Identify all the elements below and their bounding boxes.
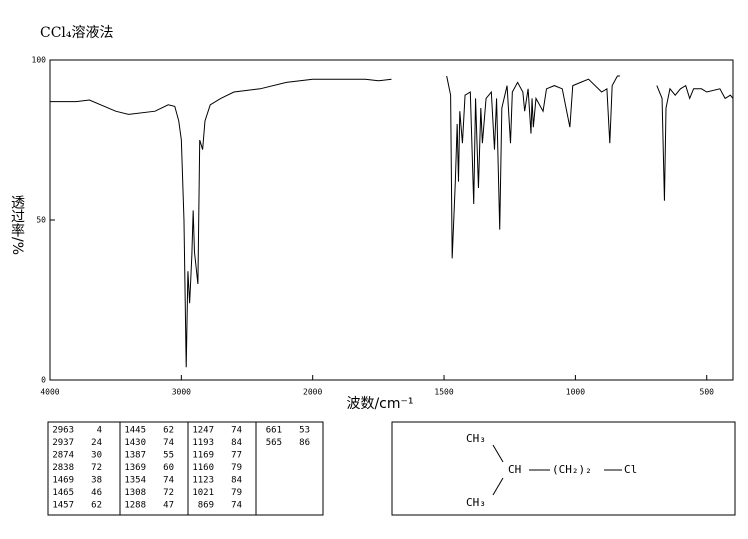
- bond: [492, 444, 504, 463]
- peak-wavenumber: 1308: [124, 488, 146, 498]
- structure-box: [391, 421, 736, 516]
- peak-transmittance: 74: [231, 426, 242, 436]
- peak-transmittance: 72: [163, 488, 174, 498]
- peak-transmittance: 55: [163, 451, 174, 461]
- peak-transmittance: 60: [163, 463, 174, 473]
- structure-label: (CH₂)₂: [552, 463, 592, 476]
- peak-wavenumber: 869: [198, 501, 214, 511]
- x-tick-label: 1500: [434, 388, 453, 397]
- peak-wavenumber: 1247: [192, 426, 214, 436]
- peak-transmittance: 53: [299, 426, 310, 436]
- peak-wavenumber: 1160: [192, 463, 214, 473]
- peak-wavenumber: 2963: [52, 426, 74, 436]
- y-axis-label: 透过率/%: [9, 195, 25, 255]
- peak-transmittance: 74: [163, 476, 174, 486]
- peak-wavenumber: 2838: [52, 463, 74, 473]
- peak-wavenumber: 1387: [124, 451, 146, 461]
- structure-label: CH₃: [466, 432, 486, 445]
- peak-wavenumber: 1369: [124, 463, 146, 473]
- peak-wavenumber: 1430: [124, 438, 146, 448]
- peak-wavenumber: 1169: [192, 451, 214, 461]
- peak-wavenumber: 661: [266, 426, 282, 436]
- peak-transmittance: 79: [231, 488, 242, 498]
- peak-transmittance: 74: [231, 501, 242, 511]
- x-tick-label: 3000: [172, 388, 191, 397]
- y-tick-label: 0: [41, 376, 46, 385]
- peak-transmittance: 79: [231, 463, 242, 473]
- x-tick-label: 4000: [40, 388, 59, 397]
- x-axis-label: 波数/cm⁻¹: [346, 396, 413, 412]
- peak-wavenumber: 1123: [192, 476, 214, 486]
- structure-label: CH₃: [466, 496, 486, 509]
- x-tick-label: 2000: [303, 388, 322, 397]
- peak-transmittance: 47: [163, 501, 174, 511]
- peak-transmittance: 74: [163, 438, 174, 448]
- peak-wavenumber: 2937: [52, 438, 74, 448]
- peak-table: [47, 421, 324, 516]
- y-tick-label: 100: [32, 56, 47, 65]
- plot-frame: [49, 59, 734, 381]
- peak-wavenumber: 1445: [124, 426, 146, 436]
- peak-transmittance: 62: [163, 426, 174, 436]
- peak-wavenumber: 1354: [124, 476, 146, 486]
- x-tick-label: 500: [700, 388, 715, 397]
- peak-transmittance: 77: [231, 451, 242, 461]
- peak-transmittance: 72: [91, 463, 102, 473]
- spectrum-line: [50, 75, 734, 368]
- peak-wavenumber: 2874: [52, 451, 74, 461]
- peak-transmittance: 62: [91, 501, 102, 511]
- peak-wavenumber: 1193: [192, 438, 214, 448]
- structure-label: Cl: [624, 463, 637, 476]
- peak-transmittance: 38: [91, 476, 102, 486]
- chart-title: CCl₄溶液法: [40, 25, 114, 41]
- peak-wavenumber: 565: [266, 438, 282, 448]
- peak-transmittance: 84: [231, 476, 242, 486]
- peak-wavenumber: 1457: [52, 501, 74, 511]
- peak-transmittance: 86: [299, 438, 310, 448]
- peak-transmittance: 46: [91, 488, 102, 498]
- bond: [492, 477, 504, 496]
- peak-wavenumber: 1288: [124, 501, 146, 511]
- structure-label: CH: [508, 463, 521, 476]
- peak-transmittance: 24: [91, 438, 102, 448]
- peak-transmittance: 4: [97, 426, 102, 436]
- x-tick-label: 1000: [566, 388, 585, 397]
- peak-wavenumber: 1469: [52, 476, 74, 486]
- peak-transmittance: 30: [91, 451, 102, 461]
- structure: CH₃ CH (CH₂)₂ Cl CH₃: [466, 432, 637, 509]
- peak-wavenumber: 1465: [52, 488, 74, 498]
- peak-wavenumber: 1021: [192, 488, 214, 498]
- y-tick-label: 50: [36, 216, 46, 225]
- peak-transmittance: 84: [231, 438, 242, 448]
